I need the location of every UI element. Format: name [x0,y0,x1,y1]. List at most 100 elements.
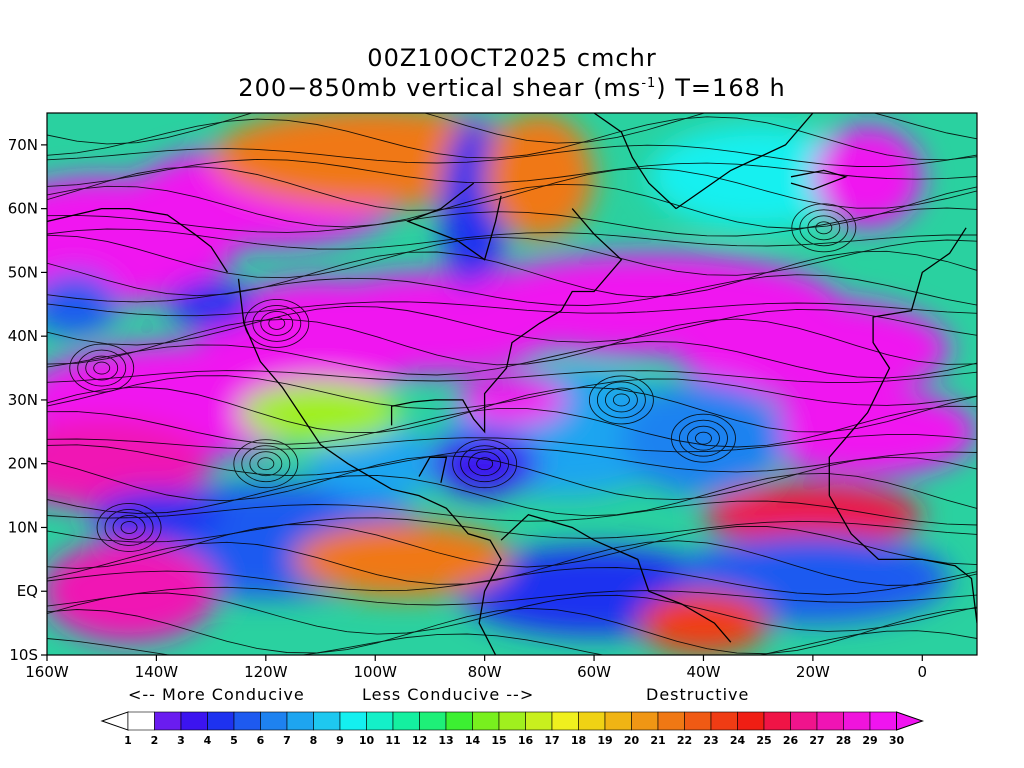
more-conducive-label: <-- More Conducive [128,685,305,704]
streamline-vortex [85,355,119,381]
colorbar-segment [154,711,182,731]
colorbar-tick-label: 17 [544,734,559,747]
colorbar-tick-label: 24 [730,734,746,747]
colorbar-tick-label: 25 [756,734,771,747]
streamline [47,166,977,211]
shear-region [47,540,217,643]
streamline [47,144,977,167]
streamline [47,318,977,366]
colorbar-segment [366,711,394,731]
colorbar-segment [339,711,367,731]
streamline [47,567,977,595]
colorbar-tick-label: 3 [177,734,185,747]
colorbar-segment [419,711,447,731]
lon-tick-label: 60W [577,663,611,681]
streamline-vortex [815,221,833,235]
colorbar-tick-label: 19 [597,734,612,747]
shear-region [429,431,540,496]
lon-tick-label: 140W [135,663,179,681]
colorbar-tick-label: 10 [359,734,375,747]
streamline [47,183,977,229]
streamline [47,586,977,607]
colorbar-segment [286,711,314,731]
colorbar-tick-label: 30 [889,734,905,747]
colorbar-tick-label: 4 [204,734,212,747]
colorbar-tick-label: 26 [783,734,799,747]
colorbar-tick-label: 20 [624,734,640,747]
streamline-vortex [93,361,111,375]
lon-tick-label: 0 [918,663,928,681]
streamline-vortex [799,209,849,247]
colorbar-tick-label: 7 [283,734,291,747]
lat-tick-label: 10N [8,518,38,536]
streamline [47,305,977,346]
shear-region [47,419,212,509]
lat-tick-label: 40N [8,327,38,345]
streamline [47,500,977,526]
streamline-vortex [96,503,162,552]
colorbar-tick-label: 22 [677,734,692,747]
streamline [47,540,977,586]
colorbar-underflow-arrow [100,711,129,731]
lon-tick-label: 20W [796,663,830,681]
colorbar-segment [180,711,208,731]
streamline-vortex [104,509,154,546]
shear-region [293,521,512,598]
colorbar-tick-label: 18 [571,734,586,747]
streamline [47,234,977,279]
colorbar-segment [392,711,420,731]
colorbar-tick-label: 11 [385,734,400,747]
coastline [406,182,502,261]
coastline [418,456,448,483]
colorbar-tick-label: 15 [491,734,506,747]
subtitle-main-text: 200−850mb vertical shear (ms [238,74,642,102]
streamline-vortex [268,316,286,330]
destructive-label: Destructive [646,685,750,704]
streamline-vortex [476,457,494,471]
less-conducive-label: Less Conducive --> [362,685,535,704]
coastline [500,513,732,643]
colorbar-segment [737,711,765,731]
lon-tick-label: 40W [687,663,721,681]
shear-color-field [47,113,977,655]
streamlines [47,113,977,655]
lon-tick-label: 160W [25,663,69,681]
lat-tick-label: 30N [8,391,38,409]
colorbar-tick-label: 16 [518,734,534,747]
colorbar-tick-label: 9 [336,734,344,747]
coastline [828,227,967,496]
colorbar-segment [816,711,844,731]
colorbar-segment [127,711,155,731]
colorbar-tick-label: 13 [438,734,453,747]
streamline [47,472,977,517]
streamline [47,517,977,543]
map-plot-area [47,113,977,655]
streamline [47,370,977,383]
streamline [47,630,977,655]
streamline-vortex [112,515,146,540]
streamline-vortex [807,215,841,241]
streamline-vortex [671,413,736,463]
streamline-vortex [244,298,310,348]
lon-tick-label: 120W [244,663,288,681]
colorbar-segment [843,711,871,731]
shear-region [621,380,786,496]
colorbar-segment [604,711,632,731]
colorbar-segment [260,711,288,731]
streamline [47,228,977,250]
shear-region [637,591,770,655]
streamline [47,405,977,448]
streamline-vortex [452,439,518,489]
colorbar-tick-label: 2 [151,734,159,747]
streamline-vortex [468,451,502,477]
streamline-vortex [695,431,712,445]
colorbar-tick-label: 12 [412,734,427,747]
colorbar-segment [551,711,579,731]
lon-tick-label: 100W [354,663,398,681]
coastline [675,113,814,210]
streamline-vortex [233,439,299,489]
lat-tick-label: 70N [8,136,38,154]
streamline-vortex [77,349,127,387]
shear-region [703,482,923,547]
colorbar-overflow-arrow [896,711,925,731]
